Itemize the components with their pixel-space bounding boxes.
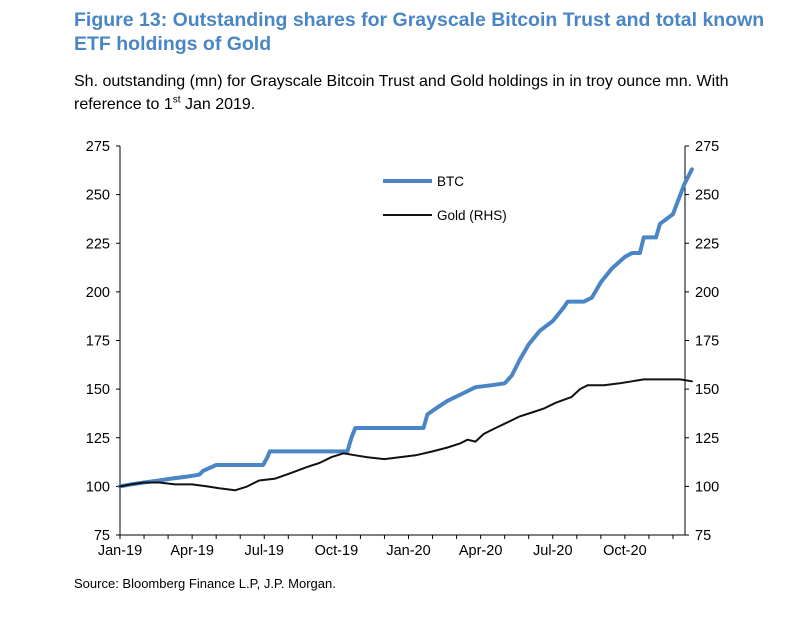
x-tick-label: Oct-19: [315, 543, 359, 559]
subtitle-text-end: Jan 2019.: [180, 96, 256, 113]
subtitle-text: Sh. outstanding (mn) for Grayscale Bitco…: [74, 73, 729, 113]
y-tick-label-left: 175: [86, 334, 110, 350]
y-tick-label-right: 225: [695, 236, 719, 252]
x-tick-label: Jan-20: [386, 543, 430, 559]
subtitle-superscript: st: [172, 94, 181, 106]
axes-group: 75 75 100 100 125 125 150 150 175 175 200 200 225 225…: [86, 139, 719, 559]
y-tick-label-right: 125: [695, 431, 719, 447]
series-line-btc: [118, 167, 694, 489]
x-tick-label: Apr-19: [170, 543, 214, 559]
y-tick-label-left: 150: [86, 382, 110, 398]
chart-subtitle: Sh. outstanding (mn) for Grayscale Bitco…: [74, 70, 774, 116]
series-line-gold: [119, 378, 693, 492]
y-tick-label-left: 250: [86, 188, 110, 204]
y-tick-label-right: 275: [695, 139, 719, 155]
x-tick-label: Jan-19: [98, 543, 142, 559]
y-tick-label-left: 75: [94, 528, 110, 544]
y-tick-label-right: 200: [695, 285, 719, 301]
series-group: [118, 167, 694, 492]
y-tick-label-left: 275: [86, 139, 110, 155]
x-tick-label: Jul-20: [533, 543, 573, 559]
legend-label-btc: BTC: [437, 174, 464, 189]
y-tick-label-left: 100: [86, 479, 110, 495]
y-tick-label-left: 225: [86, 236, 110, 252]
y-tick-label-right: 150: [695, 382, 719, 398]
y-tick-label-right: 250: [695, 188, 719, 204]
y-tick-label-right: 175: [695, 334, 719, 350]
x-tick-label: Oct-20: [603, 543, 647, 559]
legend: BTC Gold (RHS): [383, 174, 507, 223]
x-tick-label: Jul-19: [245, 543, 285, 559]
x-tick-label: Apr-20: [459, 543, 503, 559]
y-tick-label-left: 200: [86, 285, 110, 301]
y-tick-label-left: 125: [86, 431, 110, 447]
source-note: Source: Bloomberg Finance L.P, J.P. Morg…: [74, 576, 336, 591]
y-tick-label-right: 75: [695, 528, 711, 544]
y-tick-label-right: 100: [695, 479, 719, 495]
legend-label-gold: Gold (RHS): [437, 208, 507, 223]
chart-title: Figure 13: Outstanding shares for Graysc…: [74, 9, 765, 55]
